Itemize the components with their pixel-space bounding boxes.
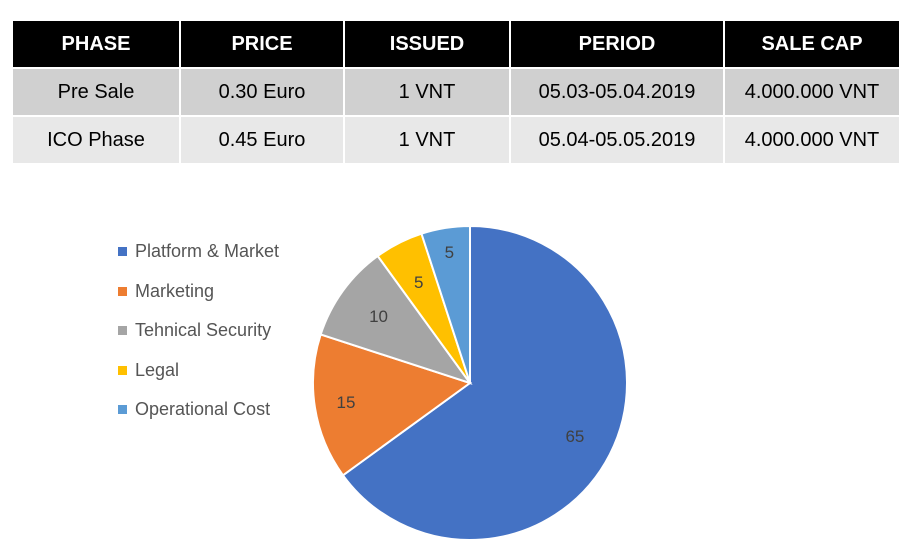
legend-label: Tehnical Security [135,320,272,341]
header-phase: PHASE [11,19,181,69]
legend-swatch [118,326,127,336]
legend-label: Operational Cost [135,399,271,420]
chart-legend: Platform & Market Marketing Tehnical Sec… [118,232,279,430]
pie-data-label: 10 [369,307,388,326]
cell-price: 0.45 Euro [179,115,345,165]
legend-item: Operational Cost [118,390,279,430]
pie-slice-tehnical-security [319,254,473,385]
legend-swatch [118,247,127,257]
cell-price: 0.30 Euro [179,67,345,117]
cell-period: 05.03-05.04.2019 [509,67,725,117]
legend-item: Marketing [118,272,279,312]
pie-data-label: 65 [565,427,584,446]
cell-phase: Pre Sale [11,67,181,117]
cell-sale-cap: 4.000.000 VNT [723,67,901,117]
pie-slice-platform-market [341,224,628,541]
table-row: ICO Phase 0.45 Euro 1 VNT 05.04-05.05.20… [11,115,901,165]
table-header-row: PHASE PRICE ISSUED PERIOD SALE CAP [11,19,901,69]
legend-label: Legal [135,359,180,380]
legend-swatch [118,286,127,296]
legend-swatch [118,405,127,415]
cell-sale-cap: 4.000.000 VNT [723,115,901,165]
pie-data-label: 15 [336,393,355,412]
cell-issued: 1 VNT [343,115,511,165]
pie-slice-operational-cost [420,224,471,384]
header-price: PRICE [179,19,345,69]
table-row: Pre Sale 0.30 Euro 1 VNT 05.03-05.04.201… [11,67,901,117]
header-sale-cap: SALE CAP [723,19,901,69]
pie-data-label: 5 [414,273,423,292]
cell-phase: ICO Phase [11,115,181,165]
cell-period: 05.04-05.05.2019 [509,115,725,165]
cell-issued: 1 VNT [343,67,511,117]
legend-item: Platform & Market [118,232,279,272]
token-sale-table: PHASE PRICE ISSUED PERIOD SALE CAP Pre S… [11,19,901,165]
legend-swatch [118,365,127,375]
pie-data-label: 5 [445,243,454,262]
legend-label: Platform & Market [135,241,280,262]
legend-item: Legal [118,351,279,391]
header-period: PERIOD [509,19,725,69]
legend-item: Tehnical Security [118,311,279,351]
header-issued: ISSUED [343,19,511,69]
pie-slice-marketing [312,333,473,477]
legend-label: Marketing [135,280,215,301]
